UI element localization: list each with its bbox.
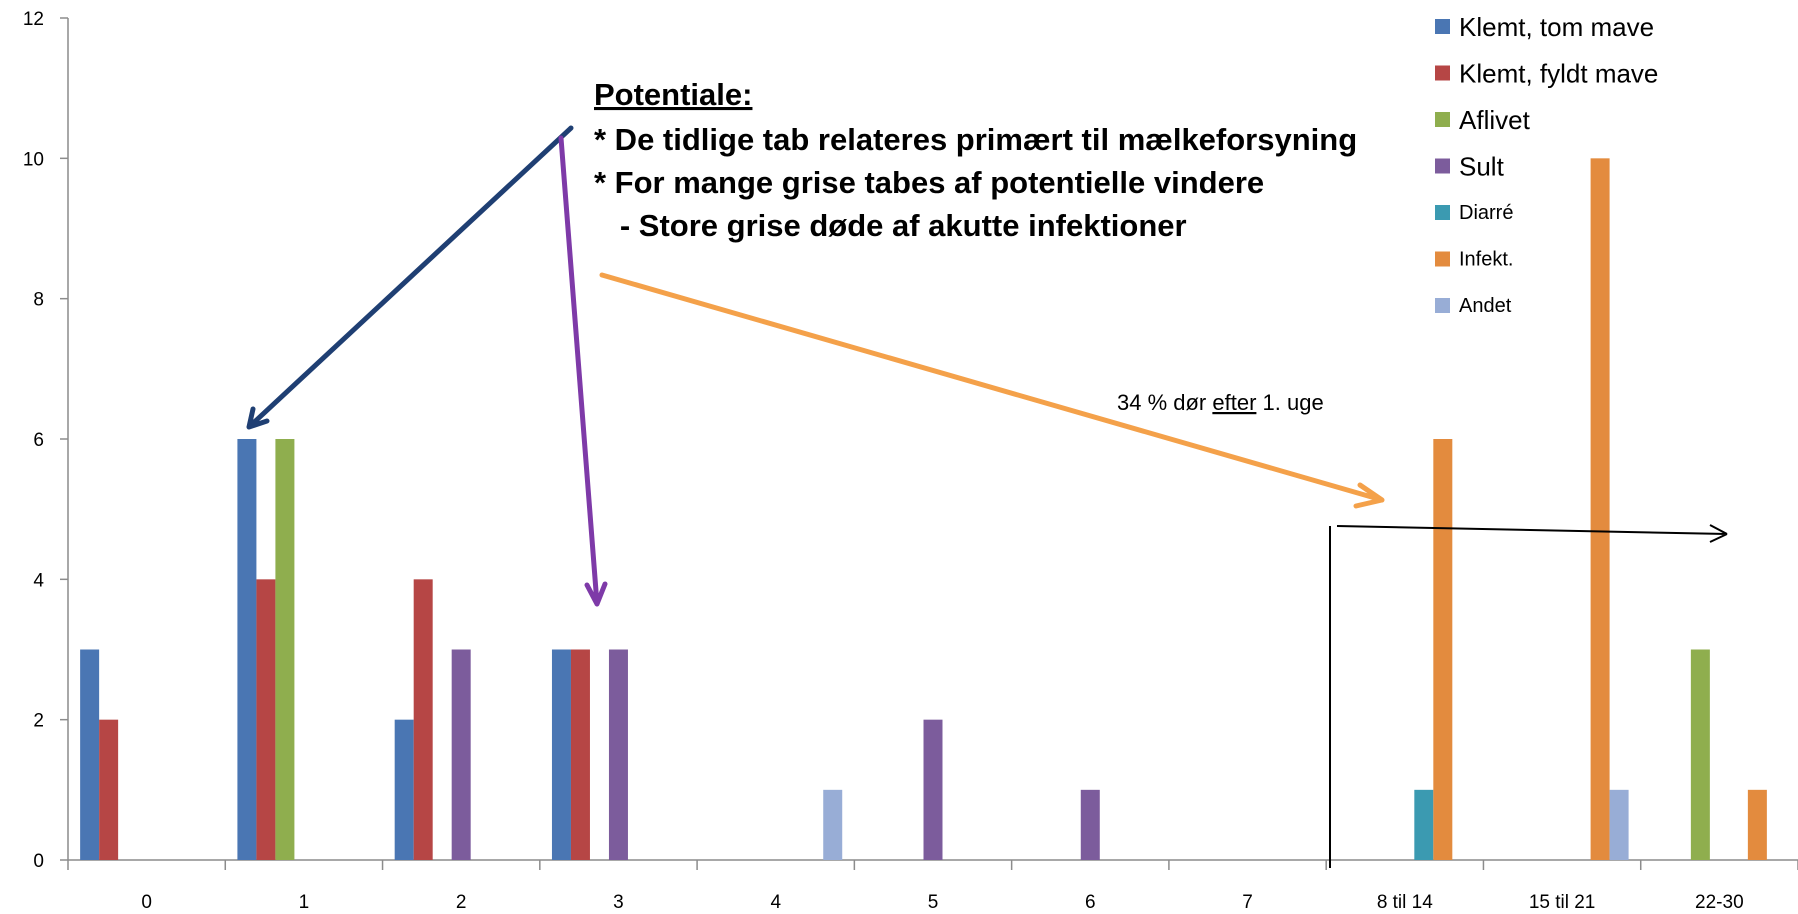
legend-item: Infekt. <box>1435 249 1513 271</box>
mortality-note: 34 % dør efter 1. uge <box>1117 390 1324 415</box>
legend-item: Diarré <box>1435 202 1513 224</box>
bar <box>451 649 471 860</box>
bar <box>99 719 119 860</box>
bar <box>275 439 295 860</box>
y-tick-label: 4 <box>33 570 44 591</box>
legend-swatch <box>1435 251 1450 267</box>
annotation-arrows <box>246 125 1728 868</box>
x-tick-label: 5 <box>928 892 939 913</box>
y-tick-label: 0 <box>33 851 44 872</box>
annotation-line-1: * De tidlige tab relateres primært til m… <box>594 122 1357 157</box>
y-tick-label: 2 <box>33 711 44 732</box>
x-tick-label: 3 <box>613 892 624 913</box>
x-tick-label: 6 <box>1085 892 1096 913</box>
y-tick-label: 10 <box>23 149 44 170</box>
y-tick-label: 12 <box>23 9 44 30</box>
x-tick-label: 1 <box>299 892 310 913</box>
legend-swatch <box>1435 112 1450 127</box>
x-tick-label: 2 <box>456 892 467 913</box>
bar <box>256 579 276 860</box>
bar <box>1747 789 1767 860</box>
bar <box>823 789 843 860</box>
legend-label: Aflivet <box>1459 105 1531 135</box>
bar <box>1080 789 1100 860</box>
bar <box>1433 439 1453 860</box>
legend-item: Klemt, tom mave <box>1435 12 1654 42</box>
legend-swatch <box>1435 19 1450 34</box>
bar <box>551 649 571 860</box>
arrow-orange <box>599 272 1385 509</box>
x-tick-label: 4 <box>770 892 781 913</box>
note-after: 1. uge <box>1256 390 1323 415</box>
legend-swatch <box>1435 205 1450 220</box>
annotation-line-3: - Store grise døde af akutte infektioner <box>594 208 1187 243</box>
potential-annotation: Potentiale: * De tidlige tab relateres p… <box>594 77 1357 243</box>
legend-label: Klemt, tom mave <box>1459 12 1654 42</box>
bar <box>413 579 433 860</box>
legend-item: Klemt, fyldt mave <box>1435 59 1658 89</box>
arrow-black <box>1336 524 1728 543</box>
annotation-line-2: * For mange grise tabes af potentielle v… <box>594 165 1264 200</box>
y-tick-label: 8 <box>33 290 44 311</box>
bar <box>570 649 590 860</box>
bar <box>80 649 100 860</box>
x-tick-label: 22-30 <box>1695 892 1744 913</box>
bar <box>1414 789 1434 860</box>
note-before: 34 % dør <box>1117 390 1212 415</box>
bar <box>923 719 943 860</box>
bar <box>1690 649 1710 860</box>
x-tick-label: 15 til 21 <box>1529 892 1596 913</box>
bar <box>1609 789 1629 860</box>
legend-label: Klemt, fyldt mave <box>1459 59 1658 89</box>
legend-swatch <box>1435 158 1450 174</box>
legend-label: Andet <box>1459 295 1512 317</box>
legend-item: Andet <box>1435 295 1512 317</box>
legend-item: Aflivet <box>1435 105 1531 135</box>
legend-label: Infekt. <box>1459 249 1513 271</box>
x-tick-label: 7 <box>1242 892 1253 913</box>
legend-item: Sult <box>1435 152 1505 182</box>
bar <box>1590 158 1610 861</box>
bar <box>237 439 257 860</box>
x-tick-label: 8 til 14 <box>1377 892 1433 913</box>
legend: Klemt, tom mave Klemt, fyldt mave Aflivet S… <box>1435 12 1658 317</box>
note-underlined: efter <box>1212 390 1256 415</box>
legend-label: Sult <box>1459 152 1505 182</box>
y-tick-label: 6 <box>33 430 44 451</box>
bar <box>608 649 628 860</box>
arrow-purple <box>558 135 608 607</box>
annotation-heading: Potentiale: <box>594 77 752 112</box>
bars <box>80 158 1767 861</box>
legend-label: Diarré <box>1459 202 1513 224</box>
bar <box>394 719 414 860</box>
legend-swatch <box>1435 298 1450 313</box>
arrow-blue <box>246 125 574 430</box>
legend-swatch <box>1435 65 1450 81</box>
x-tick-label: 0 <box>141 892 152 913</box>
